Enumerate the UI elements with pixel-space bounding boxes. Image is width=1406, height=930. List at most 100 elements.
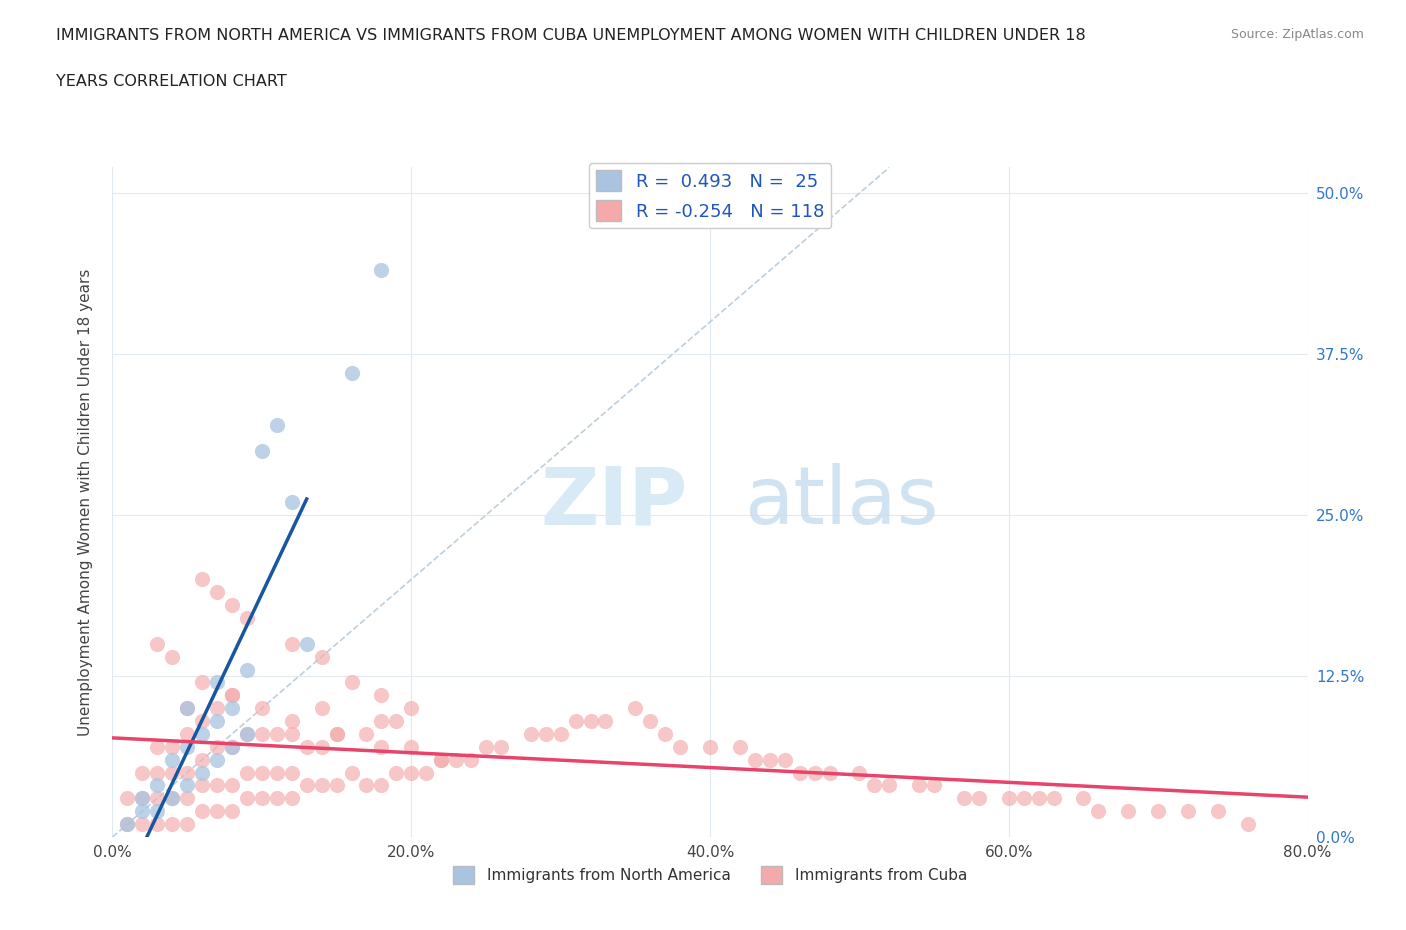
Point: [131, 765, 153, 780]
Point: [266, 765, 288, 780]
Point: [250, 701, 273, 716]
Text: Source: ZipAtlas.com: Source: ZipAtlas.com: [1230, 28, 1364, 41]
Point: [162, 765, 183, 780]
Point: [520, 726, 543, 741]
Point: [1118, 804, 1140, 818]
Point: [624, 701, 647, 716]
Point: [908, 778, 931, 793]
Point: [205, 585, 228, 600]
Point: [146, 817, 169, 831]
Point: [430, 752, 453, 767]
Point: [146, 804, 169, 818]
Point: [191, 778, 214, 793]
Point: [759, 752, 782, 767]
Point: [250, 765, 273, 780]
Point: [489, 739, 512, 754]
Point: [205, 713, 228, 728]
Point: [953, 790, 976, 805]
Point: [534, 726, 557, 741]
Point: [146, 739, 169, 754]
Point: [176, 726, 198, 741]
Point: [162, 817, 183, 831]
Point: [967, 790, 990, 805]
Point: [176, 701, 198, 716]
Point: [162, 649, 183, 664]
Point: [340, 366, 363, 381]
Text: ZIP: ZIP: [541, 463, 688, 541]
Point: [176, 765, 198, 780]
Point: [295, 739, 318, 754]
Point: [266, 418, 288, 432]
Point: [281, 790, 304, 805]
Point: [401, 739, 423, 754]
Point: [1147, 804, 1170, 818]
Point: [385, 765, 408, 780]
Point: [236, 790, 259, 805]
Point: [1028, 790, 1050, 805]
Point: [162, 790, 183, 805]
Point: [117, 817, 139, 831]
Point: [370, 778, 392, 793]
Point: [848, 765, 870, 780]
Point: [176, 778, 198, 793]
Text: atlas: atlas: [744, 463, 939, 541]
Point: [236, 765, 259, 780]
Point: [146, 636, 169, 651]
Point: [205, 752, 228, 767]
Point: [281, 495, 304, 510]
Point: [311, 739, 333, 754]
Point: [191, 765, 214, 780]
Point: [221, 804, 243, 818]
Point: [205, 701, 228, 716]
Text: YEARS CORRELATION CHART: YEARS CORRELATION CHART: [56, 74, 287, 89]
Point: [818, 765, 841, 780]
Point: [460, 752, 482, 767]
Point: [205, 739, 228, 754]
Point: [340, 675, 363, 690]
Point: [430, 752, 453, 767]
Point: [579, 713, 602, 728]
Point: [295, 636, 318, 651]
Point: [236, 726, 259, 741]
Point: [236, 662, 259, 677]
Point: [728, 739, 751, 754]
Point: [221, 701, 243, 716]
Point: [654, 726, 676, 741]
Point: [370, 739, 392, 754]
Point: [311, 778, 333, 793]
Point: [773, 752, 796, 767]
Point: [385, 713, 408, 728]
Point: [146, 765, 169, 780]
Point: [191, 713, 214, 728]
Point: [311, 701, 333, 716]
Point: [191, 726, 214, 741]
Point: [191, 752, 214, 767]
Point: [191, 572, 214, 587]
Point: [131, 790, 153, 805]
Point: [250, 726, 273, 741]
Point: [444, 752, 467, 767]
Point: [998, 790, 1021, 805]
Point: [340, 765, 363, 780]
Point: [117, 817, 139, 831]
Point: [325, 726, 347, 741]
Point: [281, 726, 304, 741]
Point: [266, 726, 288, 741]
Point: [131, 790, 153, 805]
Point: [205, 804, 228, 818]
Point: [415, 765, 437, 780]
Point: [146, 790, 169, 805]
Point: [281, 765, 304, 780]
Point: [221, 778, 243, 793]
Point: [370, 713, 392, 728]
Point: [221, 739, 243, 754]
Point: [595, 713, 617, 728]
Point: [325, 778, 347, 793]
Point: [176, 817, 198, 831]
Point: [401, 701, 423, 716]
Point: [356, 778, 378, 793]
Point: [162, 752, 183, 767]
Legend: Immigrants from North America, Immigrants from Cuba: Immigrants from North America, Immigrant…: [447, 859, 973, 890]
Point: [475, 739, 498, 754]
Point: [176, 701, 198, 716]
